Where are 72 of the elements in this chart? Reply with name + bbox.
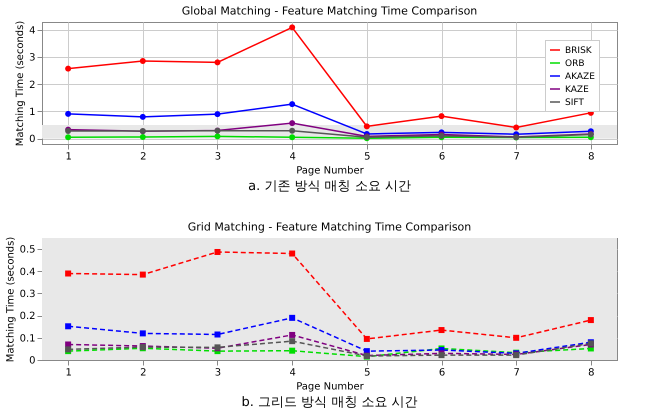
point <box>140 58 146 64</box>
point <box>214 248 220 255</box>
x-axis-title: Page Number <box>296 382 365 392</box>
x-tick-label: 3 <box>214 368 222 378</box>
y-tick-label: 0.5 <box>20 244 36 256</box>
point <box>289 120 296 126</box>
point <box>65 110 72 117</box>
point <box>289 314 296 321</box>
legend-label: ORB <box>565 59 585 69</box>
legend-label: AKAZE <box>565 72 596 82</box>
point <box>289 332 296 338</box>
x-tick-label: 7 <box>514 368 520 378</box>
x-tick-label: 4 <box>289 368 296 378</box>
x-tick-label: 5 <box>364 368 371 378</box>
legend-label: KAZE <box>565 85 590 95</box>
x-tick-label: 7 <box>514 152 520 162</box>
point <box>513 334 520 341</box>
legend-label: SIFT <box>565 98 584 108</box>
x-tick-label: 6 <box>438 368 446 378</box>
point <box>438 327 445 334</box>
x-tick-label: 8 <box>588 368 595 378</box>
point <box>65 134 72 140</box>
point <box>140 272 146 278</box>
point <box>214 331 220 338</box>
y-tick-label: 4 <box>29 26 36 37</box>
x-tick-label: 8 <box>588 152 595 162</box>
point <box>65 66 72 72</box>
y-tick-label: 0.3 <box>20 288 36 300</box>
x-tick-label: 5 <box>364 152 371 162</box>
y-tick-label: 3 <box>29 52 36 64</box>
y-tick-label: 0.4 <box>20 266 36 278</box>
point <box>364 336 370 342</box>
x-tick-label: 4 <box>289 152 296 162</box>
chart-title: Grid Matching - Feature Matching Time Comparison <box>188 220 472 234</box>
y-tick-label: 0 <box>29 356 36 366</box>
point <box>364 123 370 130</box>
x-tick-label: 1 <box>65 152 72 162</box>
point <box>513 124 520 130</box>
y-axis-title: Matching Time (seconds) <box>6 236 17 362</box>
point <box>140 134 146 140</box>
text: a. 기존 방식 매칭 소요 시간 <box>248 179 411 194</box>
point <box>140 114 146 120</box>
legend-label: BRISK <box>565 46 593 56</box>
point <box>289 128 296 134</box>
point <box>289 338 296 344</box>
point <box>289 134 296 140</box>
y-tick-label: 1 <box>29 106 36 118</box>
point <box>214 111 220 118</box>
point <box>289 250 296 257</box>
point <box>289 24 296 30</box>
point <box>65 323 72 330</box>
text: b. 그리드 방식 매칭 소요 시간 <box>241 395 418 410</box>
point <box>214 59 220 66</box>
point <box>140 330 146 336</box>
y-tick-label: 0 <box>29 134 36 146</box>
y-tick-label: 0.1 <box>20 333 36 344</box>
x-tick-label: 3 <box>214 152 222 162</box>
point <box>289 101 296 108</box>
y-axis-title: Matching Time (seconds) <box>15 20 26 146</box>
point <box>588 317 594 324</box>
x-tick-label: 2 <box>140 368 146 378</box>
point <box>438 113 445 120</box>
x-tick-label: 1 <box>65 368 72 378</box>
x-tick-label: 6 <box>438 152 446 162</box>
point <box>289 348 296 354</box>
point <box>214 133 220 140</box>
x-tick-label: 2 <box>140 152 146 162</box>
y-tick-label: 0.2 <box>20 311 36 322</box>
x-axis-title: Page Number <box>296 166 365 176</box>
point <box>65 270 72 276</box>
y-tick-label: 2 <box>29 80 36 91</box>
chart-title: Global Matching - Feature Matching Time Comparison <box>182 4 478 18</box>
